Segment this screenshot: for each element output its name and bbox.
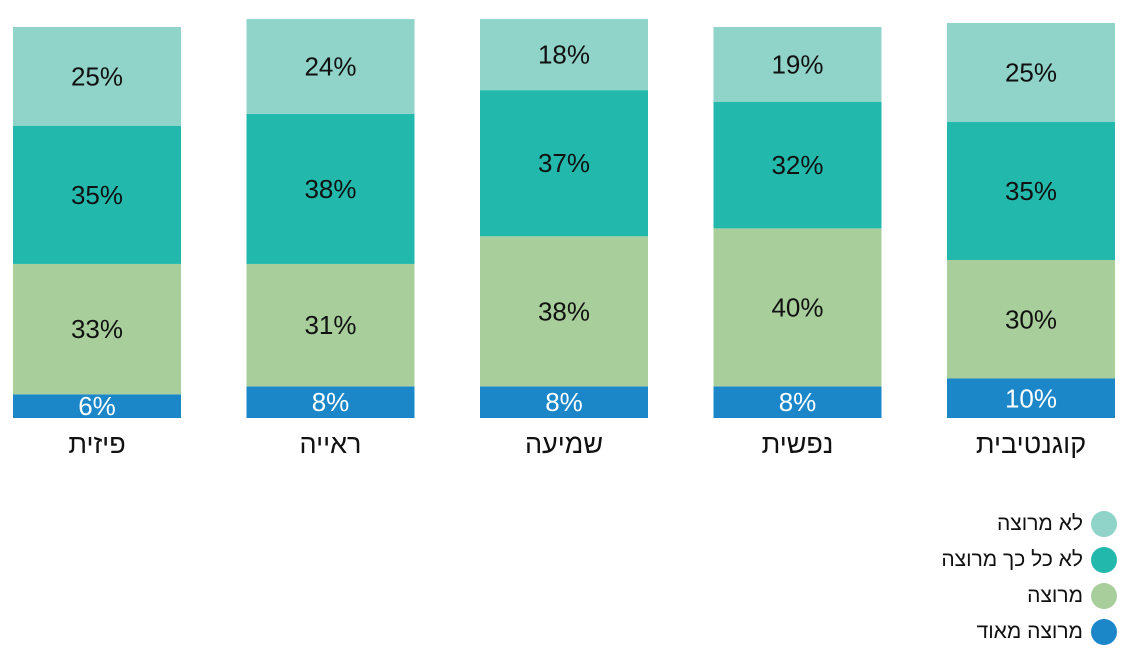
data-label: 6% — [78, 391, 116, 421]
value-labels-layer: 10% 30% 35% 25% 8% 40% 32% 19% 8% 38% 37% 18% 8% 31% 3… — [71, 40, 1057, 422]
data-label: 8% — [779, 387, 817, 417]
data-label: 35% — [71, 180, 123, 210]
bar-segment — [480, 90, 648, 237]
bar-segment — [713, 102, 882, 229]
bar-segment — [480, 236, 648, 387]
data-label: 8% — [545, 387, 583, 417]
bar-segment — [13, 394, 181, 418]
category-labels-layer: קוגנטיבית נפשית שמיעה ראייה פיזית — [68, 429, 1086, 459]
legend-label: לא כל כך מרוצה — [941, 548, 1083, 571]
bar-segment — [480, 386, 648, 418]
category-label: פיזית — [68, 429, 125, 459]
data-label: 38% — [538, 296, 590, 326]
legend-label: מרוצה מאוד — [976, 620, 1083, 643]
category-label: קוגנטיבית — [976, 429, 1086, 459]
category-label: שמיעה — [525, 429, 603, 459]
data-label: 35% — [1005, 176, 1057, 206]
bar-segment — [713, 228, 882, 387]
bar-segment — [13, 125, 181, 264]
legend-label: לא מרוצה — [997, 512, 1083, 535]
bar-segment — [947, 121, 1115, 260]
data-label: 31% — [304, 310, 356, 340]
bar-segment — [947, 23, 1115, 122]
data-label: 30% — [1005, 304, 1057, 334]
legend-swatch — [1091, 511, 1117, 537]
category-label: ראייה — [300, 429, 362, 459]
bar-segment — [947, 378, 1115, 418]
legend-swatch — [1091, 547, 1117, 573]
data-label: 25% — [71, 61, 123, 91]
data-label: 24% — [304, 51, 356, 81]
legend-item: לא מרוצה — [941, 506, 1117, 542]
stacked-bar-chart: 10% 30% 35% 25% 8% 40% 32% 19% 8% 38% 37% 18% 8% 31% 3… — [13, 19, 1115, 459]
bar-segment — [13, 263, 181, 395]
data-label: 19% — [771, 49, 823, 79]
bar-segment — [246, 113, 415, 264]
data-label: 18% — [538, 40, 590, 70]
data-label: 10% — [1005, 383, 1057, 413]
legend-label: מרוצה — [1027, 584, 1083, 607]
data-label: 38% — [304, 174, 356, 204]
bar-segment — [13, 26, 181, 126]
legend: לא מרוצה לא כל כך מרוצה מרוצה מרוצה מאוד — [941, 506, 1117, 650]
bar-segment — [246, 19, 415, 114]
data-label: 33% — [71, 314, 123, 344]
data-label: 8% — [312, 387, 350, 417]
category-label: נפשית — [762, 429, 834, 459]
bar-segment — [713, 26, 882, 103]
bar-segment — [246, 386, 415, 418]
data-label: 32% — [771, 150, 823, 180]
legend-item: לא כל כך מרוצה — [941, 542, 1117, 578]
data-label: 40% — [771, 292, 823, 322]
legend-item: מרוצה — [941, 578, 1117, 614]
bar-segment — [947, 260, 1115, 379]
bars-layer — [13, 19, 1115, 418]
bar-segment — [713, 386, 882, 418]
legend-swatch — [1091, 583, 1117, 609]
data-label: 37% — [538, 148, 590, 178]
data-label: 25% — [1005, 57, 1057, 87]
legend-swatch — [1091, 619, 1117, 645]
bar-segment — [480, 19, 648, 91]
bar-segment — [246, 263, 415, 387]
legend-item: מרוצה מאוד — [941, 614, 1117, 650]
